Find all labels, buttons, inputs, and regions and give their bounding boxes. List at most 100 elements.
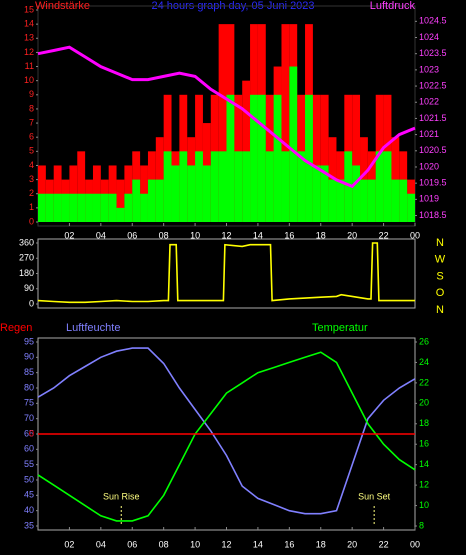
wind-bar (218, 151, 227, 222)
x-tick-label: 06 (127, 539, 137, 549)
y2-tick-label: 1021 (419, 129, 439, 139)
x-tick-label: 06 (127, 230, 137, 240)
y-tick-label: 9 (29, 89, 34, 99)
x-tick-label: 08 (159, 539, 169, 549)
x-tick-label: 16 (284, 539, 294, 549)
y2-tick-label: 1019 (419, 194, 439, 204)
wind-bar (360, 179, 368, 222)
y2-tick-label: 1022.5 (419, 80, 447, 90)
wind-bar (242, 151, 251, 222)
y-tick-label: 360 (19, 237, 34, 247)
wind-bar (124, 193, 133, 222)
x-tick-label: 16 (284, 230, 294, 240)
y2-tick-label: 20 (419, 398, 429, 408)
y-tick-label: 55 (24, 459, 34, 469)
wind-bar (85, 193, 93, 222)
wind-bar (391, 179, 400, 222)
wind-bar (297, 151, 306, 222)
wind-bar (132, 179, 141, 222)
wind-bar (312, 94, 321, 222)
wind-bar (328, 179, 337, 222)
x-tick-label: 18 (316, 539, 326, 549)
x-tick-label: 02 (64, 539, 74, 549)
wind-bar (171, 165, 180, 222)
annotation: Sun Rise (103, 491, 140, 501)
wind-bar (375, 151, 384, 222)
wind-bar (155, 179, 164, 222)
y-tick-label: 90 (24, 352, 34, 362)
y2-tick-label: 22 (419, 377, 429, 387)
wind-bar (108, 193, 117, 222)
y2-tick-label: 1024.5 (419, 16, 447, 26)
wind-bar (320, 94, 329, 222)
direction-label: S (436, 270, 443, 282)
y-tick-label: 90 (24, 283, 34, 293)
y-tick-label: 11 (25, 61, 34, 71)
axis-label: Temperatur (312, 322, 368, 334)
wind-bar (100, 193, 109, 222)
y-tick-label: 13 (24, 33, 34, 43)
wind-bar (383, 151, 392, 222)
x-tick-label: 12 (221, 539, 231, 549)
series-line (37, 242, 415, 304)
series-line (37, 347, 416, 515)
y-tick-label: 5 (29, 146, 34, 156)
y2-tick-label: 26 (419, 336, 429, 346)
wind-bar (53, 193, 62, 222)
x-tick-label: 12 (221, 230, 231, 240)
y-tick-label: 85 (24, 367, 34, 377)
wind-bar (273, 94, 282, 222)
wind-bar (281, 24, 290, 223)
y-tick-label: 6 (29, 132, 34, 142)
y-tick-label: 14 (24, 19, 34, 29)
y2-tick-label: 1023.5 (419, 48, 447, 58)
y-tick-label: 180 (19, 268, 34, 278)
wind-bar (179, 151, 188, 222)
wind-bar (116, 207, 125, 222)
x-tick-label: 04 (96, 230, 106, 240)
wind-bar (140, 193, 148, 222)
wind-bar (195, 151, 203, 222)
wind-bar (202, 165, 211, 222)
wind-bar (250, 94, 258, 222)
y-tick-label: 7 (29, 117, 34, 127)
y-tick-label: 75 (24, 398, 34, 408)
y-tick-label: 0 (29, 298, 34, 308)
y-tick-label: 3 (29, 174, 34, 184)
wind-bar (399, 179, 408, 222)
y2-tick-label: 1024 (419, 32, 439, 42)
wind-bar (45, 193, 54, 222)
y-tick-label: 12 (24, 47, 34, 57)
y-tick-label: 0 (29, 216, 34, 226)
direction-label: W (435, 254, 446, 266)
y2-tick-label: 1023 (419, 64, 439, 74)
x-tick-label: 00 (410, 539, 420, 549)
wind-bar (407, 193, 415, 222)
wind-bar (320, 165, 329, 222)
y2-tick-label: 1020.5 (419, 145, 447, 155)
x-tick-label: 20 (347, 230, 357, 240)
y-tick-label: 2 (29, 188, 34, 198)
y-tick-label: 60 (24, 444, 34, 454)
x-tick-label: 14 (253, 230, 263, 240)
wind-bar (218, 24, 227, 223)
y-tick-label: 270 (19, 253, 34, 263)
y2-tick-label: 1022 (419, 97, 439, 107)
y2-tick-label: 12 (419, 479, 429, 489)
y-tick-label: 35 (24, 520, 34, 530)
wind-bar (234, 151, 243, 222)
wind-bar (281, 151, 290, 222)
x-tick-label: 20 (347, 539, 357, 549)
y-tick-label: 70 (24, 413, 34, 423)
x-tick-label: 14 (253, 539, 263, 549)
y-tick-label: 1 (29, 202, 34, 212)
wind-bar (352, 165, 361, 222)
axis-label: Regen (0, 322, 32, 334)
wind-bar (92, 193, 101, 222)
wind-bar (77, 151, 86, 222)
direction-label: O (436, 287, 445, 299)
y2-tick-label: 1019.5 (419, 178, 447, 188)
wind-bar (163, 151, 172, 222)
y2-tick-label: 1021.5 (419, 113, 447, 123)
